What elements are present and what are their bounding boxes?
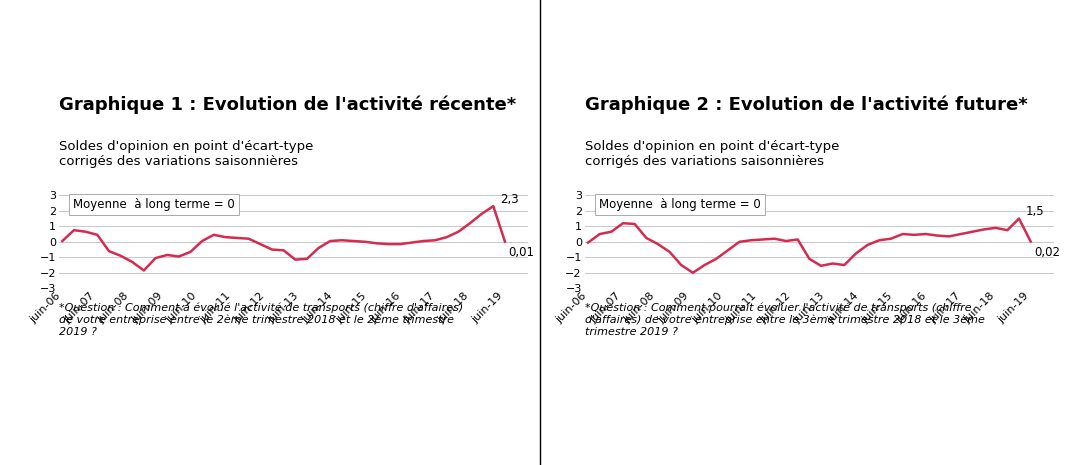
Text: Moyenne  à long terme = 0: Moyenne à long terme = 0 [598,198,761,211]
Text: *Question : Comment a évolué l'activité de transports (chiffre d'affaires)
de vo: *Question : Comment a évolué l'activité … [59,302,463,337]
Text: 2,3: 2,3 [501,193,519,206]
Text: Soldes d'opinion en point d'écart-type
corrigés des variations saisonnières: Soldes d'opinion en point d'écart-type c… [59,140,314,167]
Text: Graphique 2 : Evolution de l'activité future*: Graphique 2 : Evolution de l'activité fu… [584,95,1027,114]
Text: 1,5: 1,5 [1026,205,1044,218]
Text: *Question : Comment pourrait évoluer l'activité de transports (chiffre
d'affaire: *Question : Comment pourrait évoluer l'a… [584,302,984,337]
Text: Moyenne  à long terme = 0: Moyenne à long terme = 0 [73,198,234,211]
Text: 0,02: 0,02 [1034,246,1060,259]
Text: Soldes d'opinion en point d'écart-type
corrigés des variations saisonnières: Soldes d'opinion en point d'écart-type c… [584,140,839,167]
Text: Graphique 1 : Evolution de l'activité récente*: Graphique 1 : Evolution de l'activité ré… [59,95,516,114]
Text: 0,01: 0,01 [508,246,534,259]
